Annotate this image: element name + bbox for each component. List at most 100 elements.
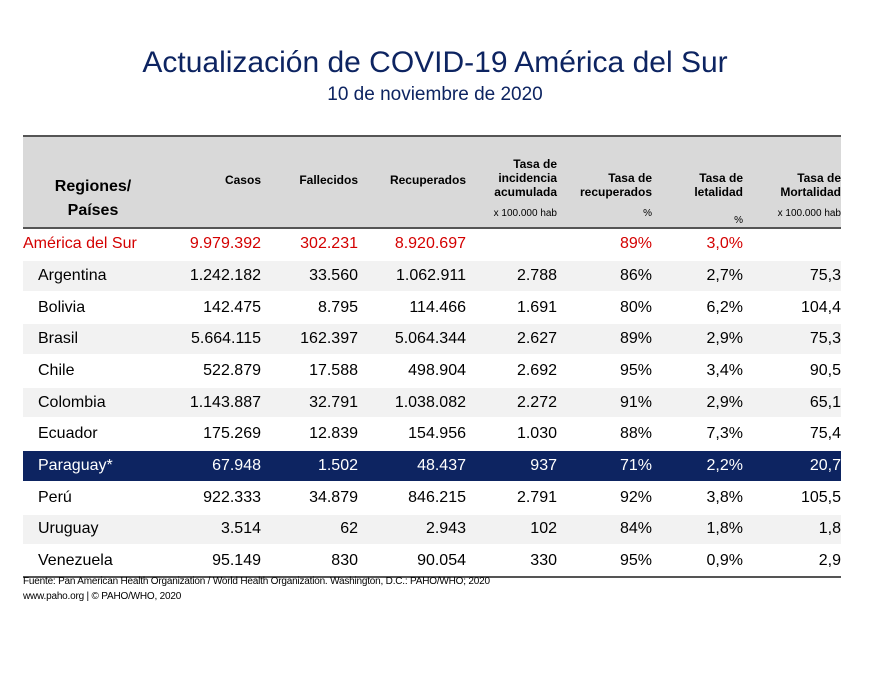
page-subtitle: 10 de noviembre de 2020 <box>327 84 543 105</box>
cell-recuperados: 114.466 <box>409 298 466 316</box>
cell-letalidad: 2,9% <box>706 330 743 348</box>
cell-name: Uruguay <box>38 520 99 538</box>
cell-letalidad: 2,7% <box>706 266 743 284</box>
table-row: Colombia 1.143.887 32.791 1.038.082 2.272 91%… <box>23 386 841 419</box>
cell-casos: 522.879 <box>203 361 261 379</box>
cell-tasa-recuperados: 89% <box>619 235 652 252</box>
covid-table: Regiones/Países Casos Fallecidos Recuper… <box>23 135 841 578</box>
cell-fallecidos: 17.588 <box>309 361 358 379</box>
cell-tasa-recuperados: 95% <box>619 552 652 570</box>
header-mortalidad: Tasa de Mortalidad x 100.000 hab <box>777 171 841 219</box>
table-row: Bolivia 142.475 8.795 114.466 1.691 80% 6,2% 10… <box>23 291 841 324</box>
cell-mortalidad: 75,4 <box>809 425 841 443</box>
cell-tasa-recuperados: 80% <box>619 298 652 316</box>
cell-mortalidad: 75,3 <box>809 266 841 284</box>
table-row: Uruguay 3.514 62 2.943 102 84% 1,8% 1,8 <box>23 513 841 546</box>
header-region: Regiones/Países <box>54 178 132 219</box>
cell-letalidad: 2,2% <box>706 456 743 474</box>
cell-incidencia: 102 <box>530 520 557 538</box>
cell-recuperados: 2.943 <box>425 520 466 538</box>
cell-tasa-recuperados: 89% <box>619 330 652 348</box>
cell-incidencia: 937 <box>530 456 557 474</box>
cell-fallecidos: 12.839 <box>309 425 358 443</box>
cell-letalidad: 3,4% <box>706 361 743 379</box>
footer-credit: www.paho.org | © PAHO/WHO, 2020 <box>23 591 182 602</box>
cell-incidencia: 2.692 <box>516 361 557 379</box>
cell-casos: 95.149 <box>212 552 261 570</box>
cell-incidencia <box>466 228 557 260</box>
cell-letalidad: 3,0% <box>706 235 743 252</box>
cell-letalidad: 3,8% <box>706 488 743 506</box>
cell-letalidad: 6,2% <box>706 298 743 316</box>
cell-incidencia: 330 <box>530 552 557 570</box>
cell-mortalidad: 105,5 <box>800 488 841 506</box>
header-incidencia: Tasa de incidencia acumulada x 100.000 hab <box>493 157 557 219</box>
cell-tasa-recuperados: 88% <box>619 425 652 443</box>
cell-tasa-recuperados: 84% <box>619 520 652 538</box>
cell-mortalidad: 2,9 <box>818 552 841 570</box>
cell-name: Chile <box>38 361 75 379</box>
table-row: Paraguay* 67.948 1.502 48.437 937 71% 2,2% 20,7 <box>23 450 841 482</box>
cell-fallecidos: 1.502 <box>317 456 358 474</box>
cell-name: Venezuela <box>38 552 113 570</box>
header-recuperados: Recuperados <box>389 173 466 187</box>
cell-recuperados: 154.956 <box>408 425 466 443</box>
cell-tasa-recuperados: 92% <box>619 488 652 506</box>
header-tasa-recuperados: Tasa de recuperados% <box>579 171 652 219</box>
cell-tasa-recuperados: 91% <box>619 393 652 411</box>
cell-mortalidad: 104,4 <box>800 298 841 316</box>
cell-incidencia: 2.791 <box>516 488 557 506</box>
cell-recuperados: 48.437 <box>417 456 466 474</box>
cell-mortalidad: 90,5 <box>809 361 841 379</box>
cell-recuperados: 498.904 <box>408 361 466 379</box>
cell-name: Argentina <box>38 266 107 284</box>
table-row: Venezuela 95.149 830 90.054 330 95% 0,9% 2,9 <box>23 545 841 577</box>
cell-name: Paraguay* <box>38 456 113 474</box>
footer-source: Fuente: Pan American Health Organization… <box>23 576 490 587</box>
header-row: Regiones/Países Casos Fallecidos Recuper… <box>23 136 841 228</box>
cell-recuperados: 90.054 <box>417 552 466 570</box>
header-fallecidos: Fallecidos <box>299 173 358 187</box>
cell-name: Brasil <box>38 330 79 348</box>
cell-casos: 1.242.182 <box>189 266 261 284</box>
cell-recuperados: 1.062.911 <box>396 266 466 284</box>
cell-tasa-recuperados: 71% <box>619 456 652 474</box>
cell-incidencia: 2.272 <box>516 393 557 411</box>
cell-name: Perú <box>38 488 72 506</box>
cell-fallecidos: 32.791 <box>309 393 358 411</box>
cell-casos: 9.979.392 <box>189 235 261 252</box>
cell-tasa-recuperados: 95% <box>619 361 652 379</box>
table-row: Perú 922.333 34.879 846.215 2.791 92% 3,8% 105,… <box>23 481 841 514</box>
table-row: Chile 522.879 17.588 498.904 2.692 95% 3,4% 90,… <box>23 355 841 387</box>
cell-letalidad: 7,3% <box>706 425 743 443</box>
cell-fallecidos: 34.879 <box>309 488 358 506</box>
cell-letalidad: 2,9% <box>706 393 743 411</box>
cell-letalidad: 1,8% <box>706 520 743 538</box>
cell-incidencia: 1.030 <box>516 425 557 443</box>
cell-fallecidos: 8.795 <box>317 298 358 316</box>
cell-incidencia: 1.691 <box>516 298 557 316</box>
cell-incidencia: 2.627 <box>516 330 557 348</box>
cell-casos: 142.475 <box>203 298 261 316</box>
cell-casos: 1.143.887 <box>189 393 261 411</box>
cell-name: Ecuador <box>38 425 98 443</box>
cell-name: América del Sur <box>23 235 137 252</box>
header-letalidad: Tasa de letalidad% <box>694 171 743 226</box>
cell-name: Bolivia <box>38 298 86 316</box>
cell-fallecidos: 302.231 <box>300 235 358 252</box>
cell-name: Colombia <box>38 393 106 411</box>
cell-mortalidad <box>743 228 841 260</box>
cell-mortalidad: 1,8 <box>818 520 841 538</box>
cell-casos: 67.948 <box>212 456 261 474</box>
cell-tasa-recuperados: 86% <box>619 266 652 284</box>
cell-casos: 922.333 <box>203 488 261 506</box>
cell-casos: 5.664.115 <box>191 330 261 348</box>
cell-mortalidad: 20,7 <box>809 456 841 474</box>
cell-incidencia: 2.788 <box>516 266 557 284</box>
page-title: Actualización de COVID-19 América del Su… <box>142 46 728 79</box>
cell-mortalidad: 65,1 <box>809 393 841 411</box>
cell-fallecidos: 830 <box>331 552 358 570</box>
cell-recuperados: 8.920.697 <box>394 235 466 252</box>
cell-recuperados: 1.038.082 <box>394 393 466 411</box>
cell-mortalidad: 75,3 <box>809 330 841 348</box>
